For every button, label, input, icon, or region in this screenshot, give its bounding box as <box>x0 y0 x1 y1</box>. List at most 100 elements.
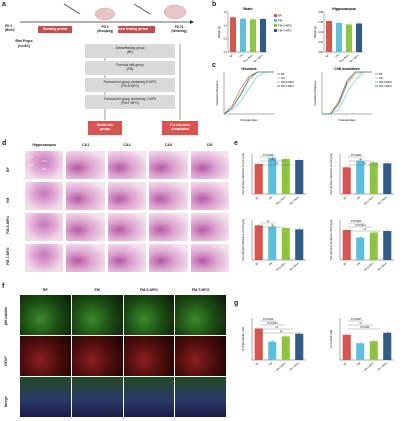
panel-c-letter: c <box>212 62 216 69</box>
histology-image <box>65 150 106 180</box>
chart-title: Cliff avoidance <box>334 67 360 71</box>
significance-label: P=0.0003 <box>351 154 362 157</box>
divide-l1: Divide into <box>96 123 114 127</box>
panel-d-col-3: CA3 <box>164 143 173 147</box>
x-tick-label: FM <box>268 362 273 367</box>
histology-image <box>148 243 189 273</box>
histology-image <box>24 150 65 180</box>
significance-label: ns <box>359 322 362 325</box>
formula-period-bar <box>105 26 155 33</box>
bar-BF <box>342 334 351 360</box>
cliff-avoidance-chart: Cliff avoidance Postnatal days Cumulative … <box>313 67 392 122</box>
fluorescence-image <box>71 377 123 417</box>
legend-label: BF <box>278 14 282 18</box>
rat-icon-pd5 <box>94 7 116 21</box>
histology-image <box>24 212 65 242</box>
panel-f-col-2: FM-S-MFG <box>139 288 158 292</box>
histology-image <box>189 150 231 180</box>
x-tick-label: FM-T-MFG <box>289 362 300 372</box>
fluorescence-row <box>20 295 226 335</box>
x-tick-label: FM <box>356 362 361 367</box>
y-tick-label: 1.0 <box>224 24 228 27</box>
g2: Formula milk group <box>116 63 144 67</box>
bar-FM-T-MFG <box>260 18 266 52</box>
ca1-thickness-chart: The cell layer thickness of CA1 (μm) BF FM… <box>241 153 306 206</box>
significance-label: ns <box>271 158 274 161</box>
panel-e-letter: e <box>234 140 238 147</box>
panel-f-column-headers: BF FM FM-S-MFG FM-T-MFG <box>20 288 226 294</box>
g3: Formula-fed group containing S-MFG <box>103 80 157 84</box>
group-label-bf: Breastfeeding group (BF) <box>85 46 175 55</box>
x-tick-label: FM <box>239 54 244 59</box>
bar-FM <box>356 343 365 360</box>
pd5-sub: (Grouping) <box>96 29 114 33</box>
group-label-fm: Formula milk group (FM) <box>85 63 175 72</box>
significance-label: ns <box>359 158 362 161</box>
significance-label: ns <box>271 224 274 227</box>
g1: Breastfeeding group <box>115 46 145 50</box>
pd5-title: PD 5 <box>101 25 109 29</box>
bar-FM-T-MFG <box>383 163 392 194</box>
region-label-DG: DG <box>42 168 46 171</box>
panel-d-row-label: FM <box>6 197 10 203</box>
group-label-fm-s-mfg: Formula-fed group containing S-MFG (FM-S-… <box>85 80 175 89</box>
legend-label: FM-S-MFG <box>278 24 292 28</box>
legend-swatch <box>274 29 277 32</box>
significance-label: P=0.0021 <box>355 224 366 227</box>
histology-image <box>106 212 148 242</box>
histology-row <box>24 243 231 273</box>
group-label-fm-t-mfg: Formula-fed group containing T-MFG (FM-T-… <box>85 97 175 106</box>
g4b: (FM-T-MFG) <box>121 101 139 106</box>
divide-l2: groups <box>99 127 111 132</box>
panel-c-charts: Geotaxis Postnatal days Cumulative frequen… <box>215 67 392 122</box>
series-line-FM-T-MFG <box>223 71 274 115</box>
x-tick-label: FM-T-MFG <box>289 262 300 272</box>
fluorescence-image <box>20 336 71 376</box>
panel-f-row-label: Merge <box>4 396 8 407</box>
y-tick-label: 0.02 <box>318 41 323 44</box>
significance-label: P=0.033 <box>360 326 370 329</box>
significance-label: P=0.0448 <box>263 154 274 157</box>
group-box-bf <box>85 44 175 58</box>
significance-label: ns <box>276 326 279 329</box>
significance-label: P=0.0414 <box>263 318 274 321</box>
histology-image <box>24 243 65 273</box>
bar-BF <box>254 225 263 260</box>
bar-FM-S-MFG <box>281 336 290 360</box>
significance-label: P=0.0003 <box>351 220 362 223</box>
decapitated-label: The rats were decapitated <box>162 123 198 132</box>
pd0-title: PD 0 <box>5 24 13 28</box>
x-tick-label: FM-T-MFG <box>349 54 360 62</box>
panel-f-fluorescence-grid: βIII-tubulin GFAP Merge <box>0 295 228 417</box>
bottle-icon <box>133 3 151 15</box>
y-tick-label: 0.04 <box>318 31 323 34</box>
fluorescence-row <box>20 377 226 417</box>
legend-swatch <box>274 19 277 22</box>
bar-FM <box>268 341 277 360</box>
y-tick-label: 0.00 <box>318 51 323 54</box>
bar-FM-S-MFG <box>281 159 290 194</box>
divide-groups-box <box>88 121 122 135</box>
rat-pups-label: Rat Pups (n=40) <box>10 38 38 48</box>
panel-f-row-label: βIII-tubulin <box>4 306 8 325</box>
pd0-label: PD 0 (Birth) <box>5 24 15 32</box>
fluorescence-image <box>175 377 226 417</box>
legend-label: FM-T-MFG <box>278 29 292 33</box>
g3b: (FM-S-MFG) <box>120 84 140 89</box>
panel-d-column-headers: Hippocampus CA1 CA2 CA3 DG <box>24 143 230 149</box>
histology-row <box>24 212 231 242</box>
x-tick-label: FM-S-MFG <box>363 362 374 372</box>
fluorescence-image <box>175 295 226 335</box>
y-axis-label: Weight (g) <box>217 26 221 38</box>
legend-label: BF <box>281 72 285 76</box>
histology-image <box>106 181 148 211</box>
panel-d-row-label: FM-S-MFG <box>6 216 10 234</box>
bar-FM-S-MFG <box>369 162 378 194</box>
region-label-CA2: CA2 <box>42 160 48 163</box>
x-tick-label: FM-S-MFG <box>363 262 374 272</box>
panel-g-letter: g <box>234 300 239 307</box>
bar-BF <box>326 21 332 52</box>
chart-title: Hippocampus <box>332 7 356 11</box>
fluorescence-row <box>20 336 226 376</box>
